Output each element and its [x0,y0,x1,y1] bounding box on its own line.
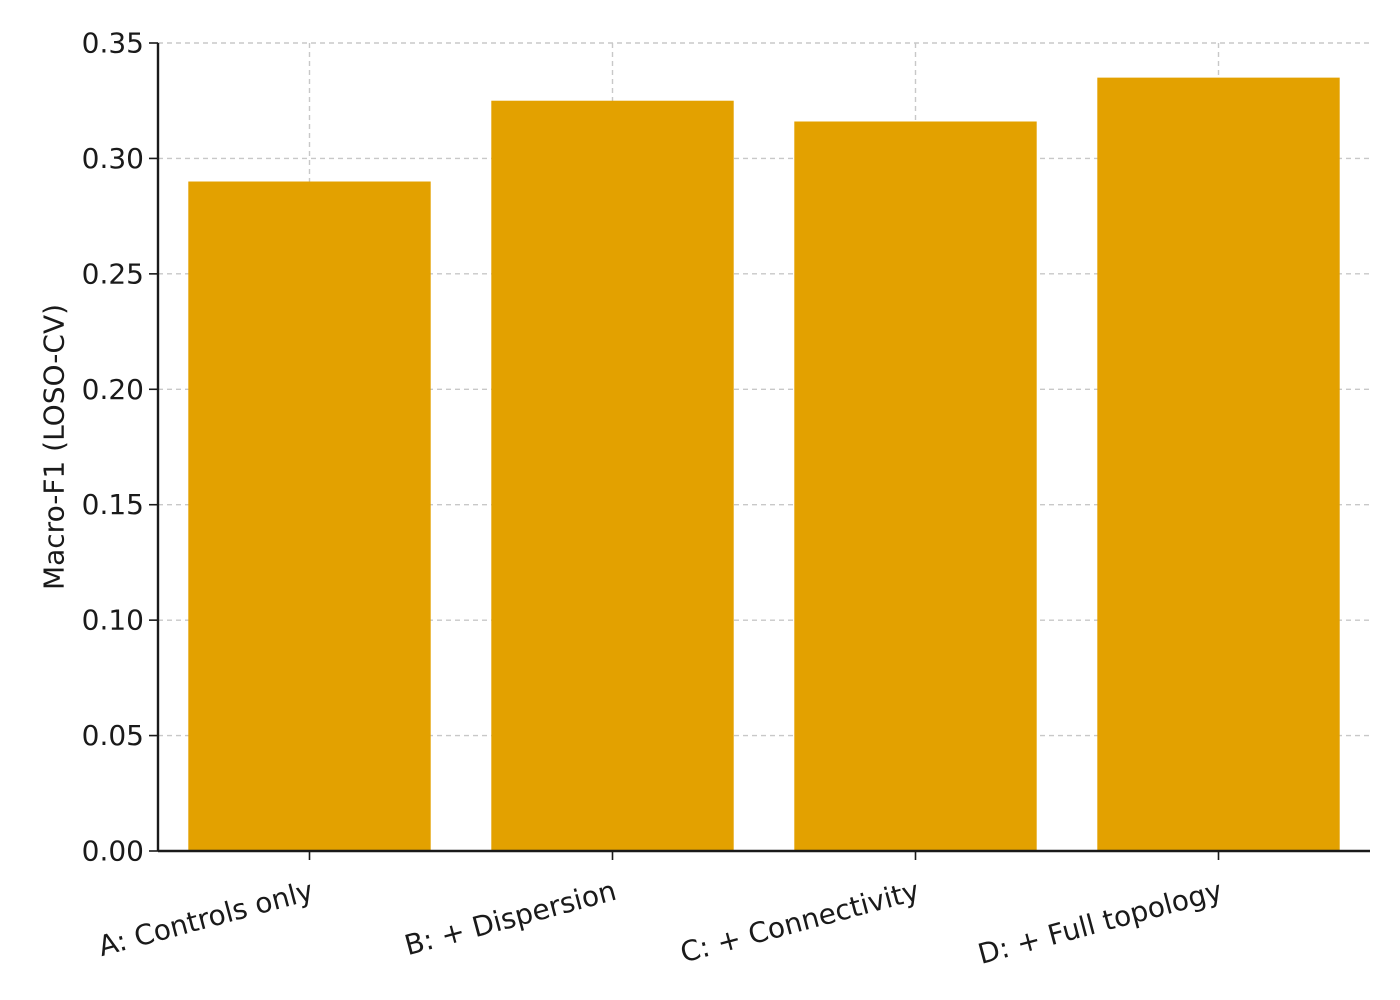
bar [1097,77,1340,852]
y-tick-label: 0.00 [82,835,144,868]
x-tick-label: C: + Connectivity [677,874,923,969]
bar [188,181,431,851]
y-tick-label: 0.25 [82,257,144,290]
y-tick-label: 0.20 [82,373,144,406]
y-axis-label: Macro-F1 (LOSO-CV) [38,304,71,590]
bar [491,100,734,851]
x-ticks: A: Controls only B: + Dispersion C: + Conn… [95,851,1226,971]
x-tick-label: B: + Dispersion [401,874,620,962]
y-tick-label: 0.05 [82,719,144,752]
x-tick-label: D: + Full topology [974,874,1225,971]
bar [794,121,1037,851]
y-tick-label: 0.35 [82,27,144,60]
y-tick-label: 0.30 [82,142,144,175]
axes [156,43,1370,853]
bars [188,77,1340,852]
y-tick-label: 0.10 [82,604,144,637]
y-tick-label: 0.15 [82,488,144,521]
x-tick-label: A: Controls only [95,874,317,963]
y-ticks: 0.00 0.05 0.10 0.15 0.20 0.25 0.30 0.35 [82,27,158,868]
